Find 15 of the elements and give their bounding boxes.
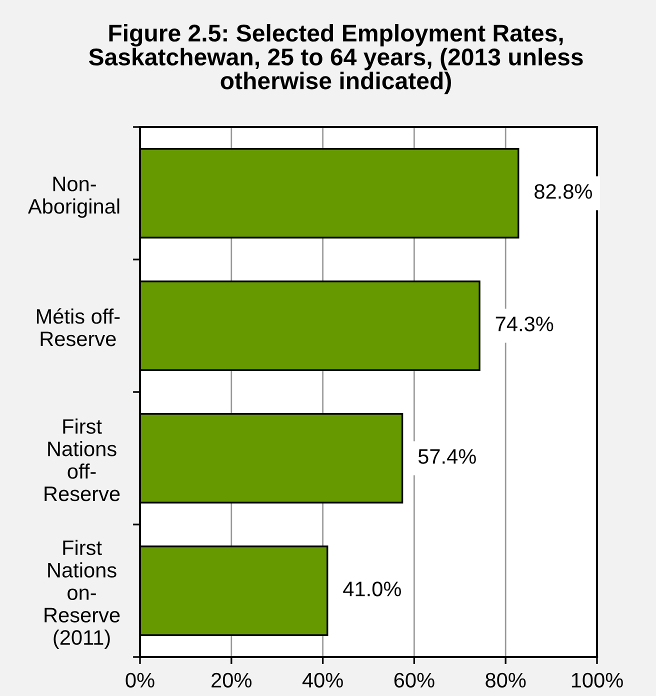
x-tick-label: 60% [394, 672, 434, 688]
x-tick-label: 20% [212, 672, 252, 688]
y-tick-label: First Nations on- Reserve (2011) [44, 540, 120, 649]
x-tick-label: 0% [126, 672, 154, 688]
x-tick-label: 80% [486, 672, 526, 688]
x-tick-label: 100% [572, 672, 623, 688]
x-tick-label: 40% [302, 672, 343, 688]
data-label: 57.4% [418, 449, 476, 464]
data-label: 74.3% [496, 316, 554, 332]
data-label: 41.0% [343, 582, 401, 596]
y-tick-label: First Nations off- Reserve [44, 418, 120, 502]
chart-title: Figure 2.5: Selected Employment Rates, Saskatchewan, 25 to 64 years, (2013 unless otherwise indicated) [88, 24, 583, 94]
data-label: 82.8% [534, 184, 592, 199]
y-tick-label: Non- Aboriginal [28, 176, 120, 218]
y-tick-label: Métis off- Reserve [36, 308, 120, 346]
